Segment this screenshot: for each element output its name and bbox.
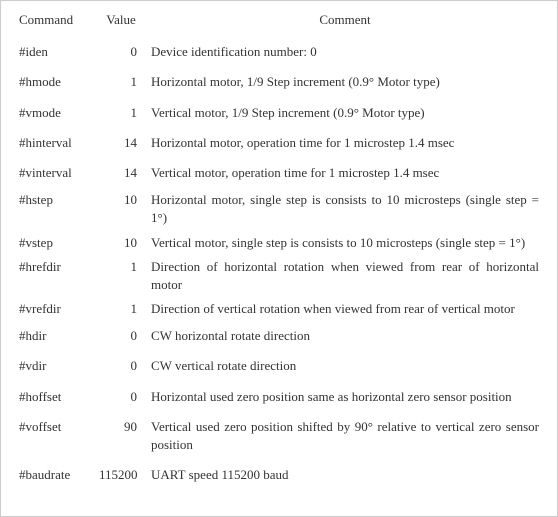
cell-value: 14 — [95, 128, 147, 158]
cell-comment: CW vertical rotate direction — [147, 351, 543, 381]
cell-command: #hinterval — [15, 128, 95, 158]
table-row: #vmode 1 Vertical motor, 1/9 Step increm… — [15, 98, 543, 128]
cell-comment: Horizontal used zero position same as ho… — [147, 382, 543, 412]
table-row: #baudrate 115200 UART speed 115200 baud — [15, 460, 543, 490]
cell-value: 1 — [95, 98, 147, 128]
cell-value: 1 — [95, 255, 147, 297]
table-row: #hoffset 0 Horizontal used zero position… — [15, 382, 543, 412]
cell-comment: Direction of vertical rotation when view… — [147, 297, 543, 321]
table-row: #vdir 0 CW vertical rotate direction — [15, 351, 543, 381]
cell-command: #vstep — [15, 231, 95, 255]
cell-value: 0 — [95, 382, 147, 412]
cell-command: #vdir — [15, 351, 95, 381]
table-row: #hstep 10 Horizontal motor, single step … — [15, 188, 543, 230]
cell-value: 1 — [95, 297, 147, 321]
table-row: #hinterval 14 Horizontal motor, operatio… — [15, 128, 543, 158]
table-row: #hdir 0 CW horizontal rotate direction — [15, 321, 543, 351]
cell-value: 115200 — [95, 460, 147, 490]
cell-comment: Vertical used zero position shifted by 9… — [147, 412, 543, 460]
table-row: #iden 0 Device identification number: 0 — [15, 37, 543, 67]
cell-value: 14 — [95, 158, 147, 188]
cell-command: #hmode — [15, 67, 95, 97]
cell-command: #iden — [15, 37, 95, 67]
table-row: #vrefdir 1 Direction of vertical rotatio… — [15, 297, 543, 321]
cell-comment: Horizontal motor, single step is consist… — [147, 188, 543, 230]
table-header-row: Command Value Comment — [15, 9, 543, 37]
cell-comment: Direction of horizontal rotation when vi… — [147, 255, 543, 297]
cell-command: #hdir — [15, 321, 95, 351]
cell-comment: Device identification number: 0 — [147, 37, 543, 67]
cell-comment: CW horizontal rotate direction — [147, 321, 543, 351]
cell-comment: Vertical motor, single step is consists … — [147, 231, 543, 255]
cell-value: 90 — [95, 412, 147, 460]
cell-comment: Vertical motor, 1/9 Step increment (0.9°… — [147, 98, 543, 128]
cell-command: #baudrate — [15, 460, 95, 490]
header-comment: Comment — [147, 9, 543, 37]
table-row: #hmode 1 Horizontal motor, 1/9 Step incr… — [15, 67, 543, 97]
table-row: #vstep 10 Vertical motor, single step is… — [15, 231, 543, 255]
cell-command: #hoffset — [15, 382, 95, 412]
cell-command: #hstep — [15, 188, 95, 230]
header-value: Value — [95, 9, 147, 37]
cell-command: #hrefdir — [15, 255, 95, 297]
cell-value: 10 — [95, 188, 147, 230]
parameter-table: Command Value Comment #iden 0 Device ide… — [15, 9, 543, 490]
cell-comment: Horizontal motor, operation time for 1 m… — [147, 128, 543, 158]
cell-value: 1 — [95, 67, 147, 97]
table-row: #voffset 90 Vertical used zero position … — [15, 412, 543, 460]
parameter-table-frame: Command Value Comment #iden 0 Device ide… — [0, 0, 558, 517]
header-command: Command — [15, 9, 95, 37]
cell-comment: UART speed 115200 baud — [147, 460, 543, 490]
cell-value: 10 — [95, 231, 147, 255]
table-row: #vinterval 14 Vertical motor, operation … — [15, 158, 543, 188]
cell-command: #voffset — [15, 412, 95, 460]
cell-value: 0 — [95, 37, 147, 67]
cell-value: 0 — [95, 321, 147, 351]
cell-command: #vinterval — [15, 158, 95, 188]
cell-command: #vrefdir — [15, 297, 95, 321]
cell-comment: Vertical motor, operation time for 1 mic… — [147, 158, 543, 188]
cell-value: 0 — [95, 351, 147, 381]
cell-command: #vmode — [15, 98, 95, 128]
table-row: #hrefdir 1 Direction of horizontal rotat… — [15, 255, 543, 297]
cell-comment: Horizontal motor, 1/9 Step increment (0.… — [147, 67, 543, 97]
